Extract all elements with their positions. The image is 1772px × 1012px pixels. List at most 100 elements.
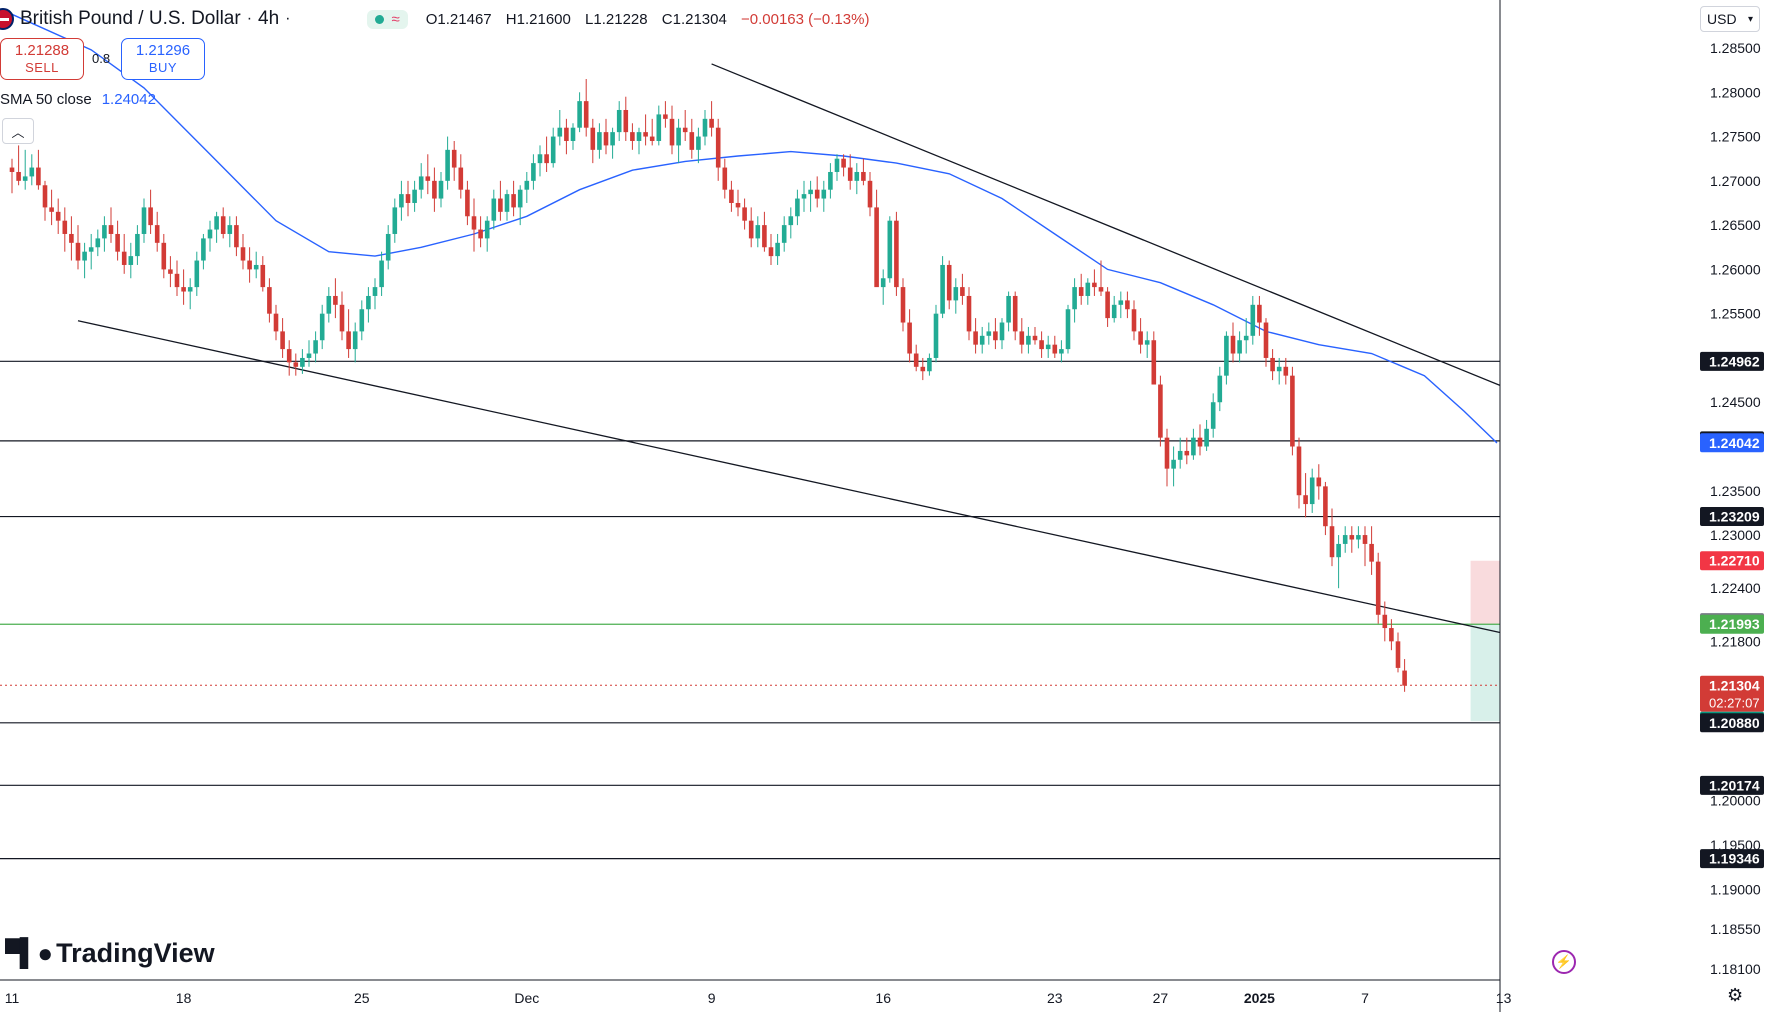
candle: [1230, 322, 1236, 363]
candle: [346, 309, 351, 358]
candle: [511, 180, 516, 217]
y-tick-label: 1.26500: [1710, 217, 1761, 233]
candle: [927, 353, 932, 376]
candle-body: [1059, 349, 1064, 354]
time-axis[interactable]: 11 18 25 Dec 9 16 23 27 2025 7 13: [0, 979, 1512, 1006]
candle-body: [630, 132, 635, 141]
candle: [399, 180, 404, 221]
candle-body: [841, 158, 846, 168]
candle: [1032, 326, 1038, 345]
symbol-title[interactable]: British Pound / U.S. Dollar: [20, 8, 241, 29]
sma-value: 1.24042: [101, 91, 156, 108]
sell-button[interactable]: 1.21288 SELL: [0, 38, 84, 80]
candle: [247, 247, 252, 283]
candle-body: [1118, 300, 1124, 305]
candle-body: [1045, 344, 1051, 350]
candle: [1250, 295, 1256, 345]
candle-body: [656, 114, 662, 141]
candle-body: [55, 211, 61, 221]
candle: [29, 154, 35, 186]
candle: [1243, 318, 1249, 354]
candle: [174, 260, 180, 296]
candle-body: [1382, 614, 1388, 629]
candle-body: [1158, 384, 1163, 438]
candle: [1382, 601, 1388, 642]
candle-body: [1283, 366, 1289, 376]
candle: [1006, 291, 1011, 332]
candle: [82, 242, 87, 279]
price-axis[interactable]: 1.28500 1.28000 1.27500 1.27000 1.26500 1.260…: [1499, 0, 1772, 1012]
indicator-status-pill[interactable]: ≈: [366, 9, 408, 29]
candle: [808, 180, 813, 212]
candle-body: [300, 357, 305, 367]
currency-selector[interactable]: USD ▾: [1700, 6, 1760, 32]
candle-body: [1263, 322, 1269, 358]
candle: [478, 216, 483, 248]
sma-legend[interactable]: SMA 50 close 1.24042: [0, 91, 156, 108]
chevron-up-icon: ︿: [11, 124, 25, 140]
candle: [1184, 437, 1190, 465]
candle: [273, 304, 279, 341]
candle: [550, 127, 556, 168]
candle-body: [29, 167, 35, 177]
candle-body: [471, 216, 477, 230]
candle-body: [880, 278, 886, 288]
candle-body: [1230, 335, 1236, 354]
candle-body: [214, 216, 219, 230]
candle: [748, 207, 754, 248]
candle-body: [1336, 543, 1341, 558]
candle-body: [564, 127, 569, 141]
collapse-legend-button[interactable]: ︿: [2, 118, 34, 144]
x-tick-label: 13: [1496, 990, 1512, 1006]
candle-body: [1237, 340, 1242, 354]
candle: [300, 349, 305, 374]
candle-body: [1210, 402, 1216, 429]
candle: [1158, 375, 1163, 447]
gear-icon[interactable]: ⚙: [1727, 985, 1744, 1005]
candle: [900, 278, 906, 332]
candle-body: [821, 189, 827, 199]
candle-body: [187, 287, 193, 292]
countdown-label: 02:27:07: [1709, 695, 1760, 710]
candle-body: [788, 216, 794, 226]
candle-body: [1276, 366, 1282, 372]
lightning-icon[interactable]: ⚡: [1552, 950, 1576, 974]
sell-label: SELL: [25, 60, 59, 75]
candle: [465, 180, 470, 226]
candle-body: [1303, 495, 1308, 505]
candle: [1039, 331, 1044, 358]
axis-price-tag-label: 1.20880: [1709, 715, 1760, 731]
sma-label: SMA 50 close: [0, 91, 92, 108]
candle-body: [293, 362, 299, 367]
candle-body: [715, 127, 721, 168]
candle-body: [1270, 357, 1275, 372]
candle-body: [900, 287, 906, 323]
candle-body: [966, 295, 972, 332]
interval-label[interactable]: 4h: [258, 8, 280, 29]
candle-body: [174, 273, 180, 288]
candle: [1111, 295, 1117, 323]
candle-body: [1349, 535, 1355, 540]
candle-body: [643, 132, 648, 137]
candle: [715, 118, 721, 181]
candle-body: [801, 194, 807, 199]
candle-body: [148, 207, 153, 226]
candle: [214, 211, 219, 243]
candle: [75, 225, 81, 270]
candle-body: [1323, 486, 1328, 527]
candle: [1362, 526, 1368, 567]
candle: [1026, 326, 1031, 354]
buy-button[interactable]: 1.21296 BUY: [121, 38, 205, 80]
candle: [814, 176, 820, 208]
approx-icon: ≈: [391, 10, 400, 28]
candle: [603, 118, 609, 155]
candle: [49, 189, 54, 226]
candle-body: [194, 260, 200, 288]
candle-body: [359, 309, 365, 332]
currency-label: USD: [1707, 11, 1737, 27]
candle: [564, 118, 569, 155]
candle-body: [319, 313, 325, 341]
candle: [1012, 291, 1018, 341]
axis-price-tag-label: 1.21304: [1709, 677, 1760, 693]
